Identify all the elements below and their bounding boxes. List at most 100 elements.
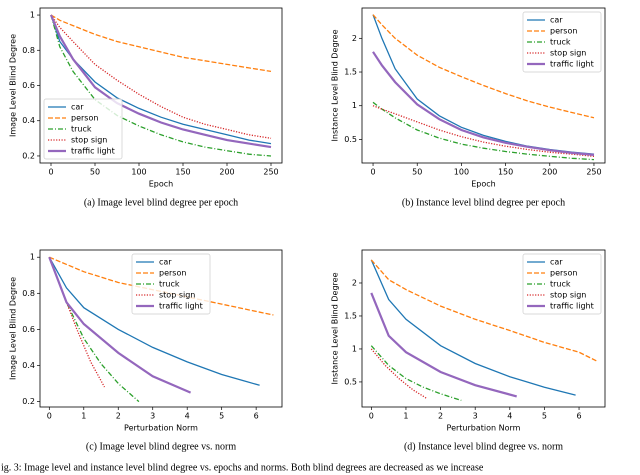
legend: car person truck stop sign traffic light (43, 98, 123, 160)
subplot-caption: (b) Instance level blind degree per epoc… (402, 197, 565, 208)
x-tick-label: 150 (498, 168, 513, 177)
legend-label: truck (550, 38, 571, 47)
legend-box (43, 98, 123, 160)
y-tick-label: 1.5 (344, 311, 357, 320)
x-tick-label: 250 (263, 168, 278, 177)
series-line (372, 101, 595, 161)
plot-frame (39, 249, 283, 408)
legend-label: truck (71, 125, 92, 134)
series-line (48, 256, 260, 386)
x-tick-label: 100 (454, 168, 469, 177)
legend-label: traffic light (159, 302, 203, 311)
y-axis-label: Image Level Blind Degree (9, 277, 18, 380)
y-tick-label: 2 (352, 278, 357, 287)
y-tick-label: 0.2 (22, 397, 35, 406)
series-line (370, 292, 517, 398)
plot-frame (39, 7, 283, 164)
y-tick-label: 0.4 (22, 116, 35, 125)
y-axis-label: Image Level Blind Degree (9, 34, 18, 137)
legend-label: car (159, 258, 172, 267)
legend-label: stop sign (550, 291, 586, 300)
legend-label: car (71, 103, 84, 112)
y-tick-label: 1 (352, 101, 357, 110)
y-axis-label: Instance Level Blind Degree (331, 29, 340, 141)
legend-label: traffic light (71, 147, 115, 156)
y-tick-label: 0.4 (22, 361, 35, 370)
legend-label: traffic light (550, 60, 594, 69)
legend-label: stop sign (71, 136, 107, 145)
x-tick-label: 0 (48, 168, 53, 177)
legend-label: truck (550, 280, 571, 289)
series-line (370, 259, 597, 362)
legend: car person truck stop sign traffic light (131, 253, 211, 315)
x-tick-label: 2 (116, 412, 121, 421)
series-line (370, 259, 576, 396)
series-line (372, 51, 595, 156)
subplot-caption: (c) Image level blind degree vs. norm (86, 441, 236, 452)
y-tick-label: 1 (30, 253, 35, 262)
series-line (50, 14, 272, 157)
subplot: 0 1 2 3 4 5 6 0.5 1 1.5 2 Perturbation Norm Instance… (331, 249, 606, 452)
series-line (50, 14, 272, 73)
plot-lines (372, 14, 595, 161)
series-line (370, 348, 428, 399)
y-axis-label: Instance Level Blind Degree (331, 272, 340, 384)
y-tick-label: 0.6 (22, 81, 35, 90)
x-tick-label: 4 (507, 412, 512, 421)
x-tick-label: 5 (219, 412, 224, 421)
x-tick-label: 3 (473, 412, 478, 421)
legend-label: car (550, 16, 563, 25)
subplot: 0 1 2 3 4 5 6 0.2 0.4 0.6 0.8 1 Perturbation Norm Ima… (9, 249, 283, 452)
series-line (372, 105, 595, 157)
x-axis-label: Perturbation Norm (124, 424, 198, 433)
legend-label: person (71, 114, 98, 123)
x-tick-label: 6 (254, 412, 259, 421)
y-tick-label: 1 (352, 344, 357, 353)
x-tick-label: 150 (175, 168, 190, 177)
legend-box (131, 253, 211, 315)
y-tick-label: 0.2 (22, 151, 35, 160)
series-line (48, 256, 140, 403)
series-line (49, 14, 272, 149)
legend-label: traffic light (550, 302, 594, 311)
legend-label: person (550, 269, 577, 278)
y-tick-label: 2 (352, 34, 357, 43)
legend-label: car (550, 258, 563, 267)
series-line (370, 345, 462, 402)
legend-label: stop sign (550, 49, 586, 58)
plot-lines (49, 14, 272, 157)
legend-label: stop sign (159, 291, 195, 300)
y-tick-label: 0.8 (22, 46, 35, 55)
legend: car person truck stop sign traffic light (522, 253, 602, 315)
legend: car person truck stop sign traffic light (522, 11, 602, 73)
y-tick-label: 0.6 (22, 325, 35, 334)
plot-frame (361, 7, 606, 164)
x-tick-label: 1 (403, 412, 408, 421)
y-tick-label: 1.5 (344, 68, 357, 77)
y-tick-label: 0.5 (344, 377, 357, 386)
series-line (372, 14, 595, 119)
figure-caption: ig. 3: Image level and instance level bl… (1, 462, 484, 473)
plot-lines (370, 259, 597, 402)
series-line (48, 256, 106, 388)
legend-label: person (550, 27, 577, 36)
x-tick-label: 250 (586, 168, 601, 177)
x-tick-label: 2 (438, 412, 443, 421)
x-tick-label: 6 (576, 412, 581, 421)
legend-box (522, 11, 602, 73)
subplot-caption: (d) Instance level blind degree vs. norm (404, 441, 563, 452)
legend-label: person (159, 269, 186, 278)
legend-label: truck (159, 280, 180, 289)
x-tick-label: 100 (131, 168, 146, 177)
x-tick-label: 0 (47, 412, 52, 421)
y-tick-label: 0.8 (22, 289, 35, 298)
plot-frame (361, 249, 606, 408)
legend-box (522, 253, 602, 315)
x-tick-label: 5 (542, 412, 547, 421)
y-tick-label: 1 (30, 11, 35, 20)
x-tick-label: 200 (542, 168, 557, 177)
x-tick-label: 50 (412, 168, 422, 177)
subplot-caption: (a) Image level blind degree per epoch (84, 197, 238, 208)
x-tick-label: 3 (150, 412, 155, 421)
